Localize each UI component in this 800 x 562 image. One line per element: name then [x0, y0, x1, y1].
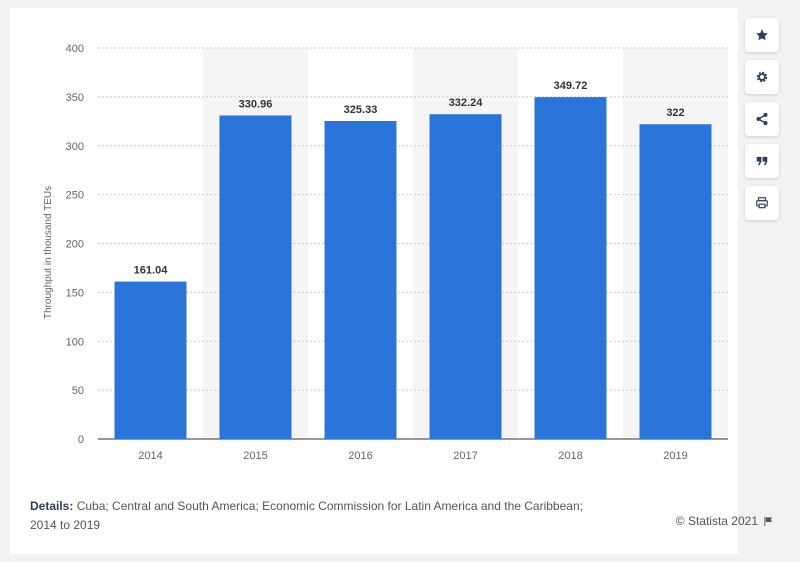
share-icon [756, 112, 768, 126]
x-tick-label: 2019 [663, 450, 687, 462]
bar-value-label: 332.24 [449, 97, 484, 109]
copyright-text: © Statista 2021 [675, 514, 758, 528]
gear-icon [756, 71, 768, 83]
favorite-button[interactable] [745, 18, 779, 52]
details-text: Cuba; Central and South America; Economi… [30, 499, 583, 532]
bar-2015 [219, 115, 292, 439]
details-note: Details: Cuba; Central and South America… [30, 497, 590, 535]
y-tick-label: 50 [72, 385, 84, 397]
bar-value-label: 161.04 [134, 265, 169, 277]
bar-2017 [429, 114, 502, 439]
x-tick-label: 2015 [243, 450, 267, 462]
bar-2019 [639, 124, 712, 440]
bar-2016 [324, 120, 397, 439]
share-button[interactable] [745, 102, 779, 136]
star-icon [756, 29, 768, 41]
x-tick-label: 2016 [348, 450, 372, 462]
y-tick-label: 350 [66, 92, 84, 104]
x-tick-label: 2017 [453, 450, 477, 462]
bar-value-label: 325.33 [344, 104, 378, 116]
x-tick-label: 2014 [138, 450, 162, 462]
bar-value-label: 330.96 [239, 98, 273, 110]
sidebar-toolbar [745, 18, 783, 228]
x-tick-label: 2018 [558, 450, 582, 462]
y-tick-label: 150 [66, 287, 84, 299]
details-title: Details: [30, 499, 74, 513]
y-tick-label: 0 [78, 434, 84, 446]
bar-2014 [114, 281, 187, 439]
bar-2018 [534, 97, 607, 440]
flag-icon [764, 516, 773, 526]
settings-button[interactable] [745, 60, 779, 94]
y-axis-title: Throughput in thousand TEUs [43, 186, 54, 319]
cite-button[interactable] [745, 144, 779, 178]
copyright[interactable]: © Statista 2021 [676, 514, 774, 528]
bar-value-label: 349.72 [554, 80, 588, 92]
print-icon [756, 197, 768, 209]
y-tick-label: 200 [66, 239, 84, 251]
quote-icon [756, 156, 768, 166]
y-tick-label: 100 [66, 336, 84, 348]
y-tick-label: 250 [66, 190, 84, 202]
bar-value-label: 322 [666, 107, 684, 119]
print-button[interactable] [745, 186, 779, 220]
y-tick-label: 300 [66, 141, 84, 153]
y-tick-label: 400 [66, 43, 84, 55]
